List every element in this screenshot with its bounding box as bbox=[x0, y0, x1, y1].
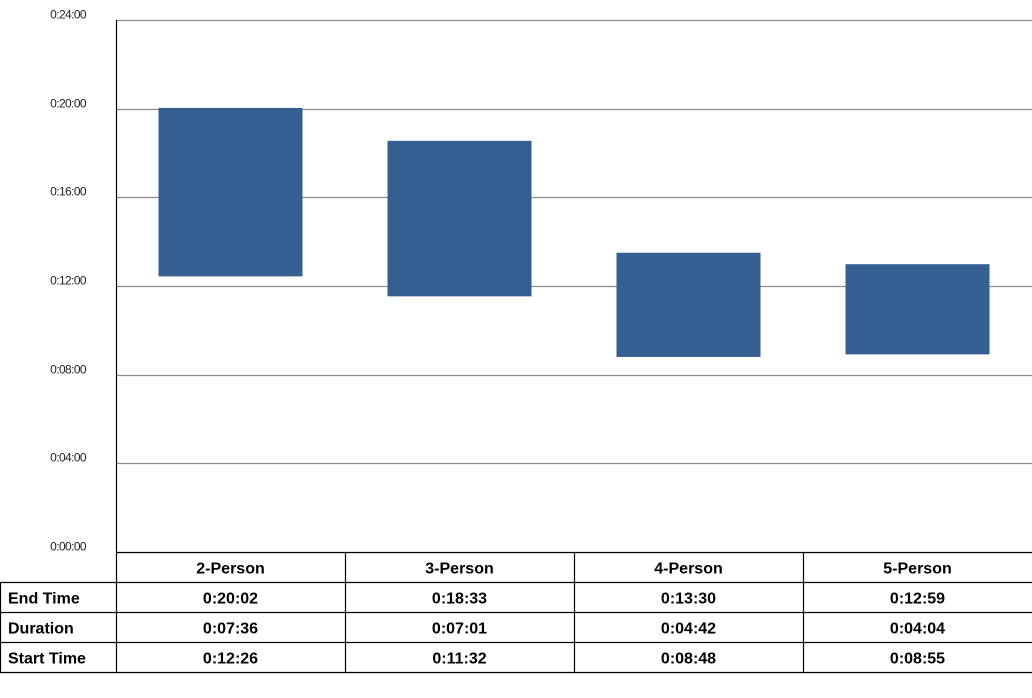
table-cell: 0:20:02 bbox=[203, 591, 258, 608]
y-tick-label: 0:16:00 bbox=[50, 185, 87, 199]
table-cell: 0:12:26 bbox=[203, 651, 258, 668]
category-label: 2-Person bbox=[196, 561, 264, 578]
category-label: 5-Person bbox=[883, 561, 951, 578]
table-cell: 0:07:01 bbox=[432, 621, 487, 638]
table-cell: 0:11:32 bbox=[432, 651, 486, 668]
y-tick-label: 0:24:00 bbox=[50, 8, 87, 22]
table-row-label: Start Time bbox=[8, 651, 86, 668]
table-cell: 0:12:59 bbox=[890, 591, 945, 608]
bars bbox=[158, 107, 990, 357]
table-cell: 0:08:55 bbox=[890, 651, 945, 668]
bar bbox=[845, 264, 990, 355]
bar bbox=[387, 140, 532, 297]
y-axis-tick-labels: 0:00:00 0:04:00 0:08:00 0:12:00 0:16:00 0:20:… bbox=[50, 8, 87, 554]
table-cell: 0:04:42 bbox=[661, 621, 716, 638]
y-tick-label: 0:04:00 bbox=[50, 451, 87, 465]
bar bbox=[158, 107, 303, 277]
table-cell: 0:08:48 bbox=[661, 651, 716, 668]
table-row-label: End Time bbox=[8, 591, 80, 608]
y-tick-label: 0:00:00 bbox=[50, 540, 87, 554]
data-table: 2-Person 3-Person 4-Person 5-Person End Time… bbox=[0, 551, 1032, 674]
table-cell: 0:13:30 bbox=[661, 591, 716, 608]
category-label: 3-Person bbox=[425, 561, 493, 578]
table-row-label: Duration bbox=[8, 621, 74, 638]
bar bbox=[616, 252, 761, 357]
y-tick-label: 0:20:00 bbox=[50, 97, 87, 111]
y-tick-label: 0:08:00 bbox=[50, 363, 87, 377]
table-cell: 0:18:33 bbox=[432, 591, 487, 608]
table-cell: 0:04:04 bbox=[890, 621, 945, 638]
table-cell: 0:07:36 bbox=[203, 621, 258, 638]
category-label: 4-Person bbox=[654, 561, 722, 578]
y-tick-label: 0:12:00 bbox=[50, 274, 87, 288]
